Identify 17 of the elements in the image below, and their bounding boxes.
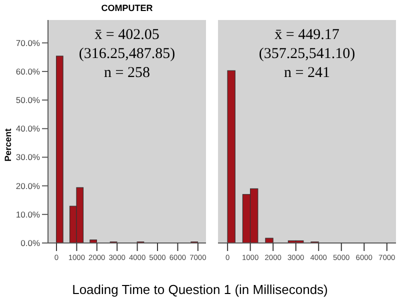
annotation: n = 241: [283, 64, 331, 83]
y-tick-label: 50.0%: [16, 95, 40, 106]
y-tick-label: 60.0%: [16, 66, 40, 76]
x-axis-title: Loading Time to Question 1 (in Milliseconds): [71, 282, 329, 297]
annotation: (357.25,541.10): [258, 45, 356, 64]
annotation: n = 258: [103, 64, 151, 83]
y-tick-label: 30.0%: [16, 152, 40, 162]
annotation: (316.25,487.85): [78, 45, 176, 64]
y-tick-label: 70.0%: [16, 38, 40, 48]
annotation: x̄ = 402.05: [94, 26, 160, 45]
chart-title: COMPUTER: [100, 3, 154, 13]
y-tick-label: 40.0%: [16, 124, 40, 134]
y-axis-title: Percent: [3, 127, 13, 164]
y-tick-label: 20.0%: [16, 180, 40, 191]
y-tick-label: 0.0%: [20, 238, 40, 248]
annotation: x̄ = 449.17: [274, 26, 340, 45]
y-tick-label: 10.0%: [16, 209, 40, 220]
